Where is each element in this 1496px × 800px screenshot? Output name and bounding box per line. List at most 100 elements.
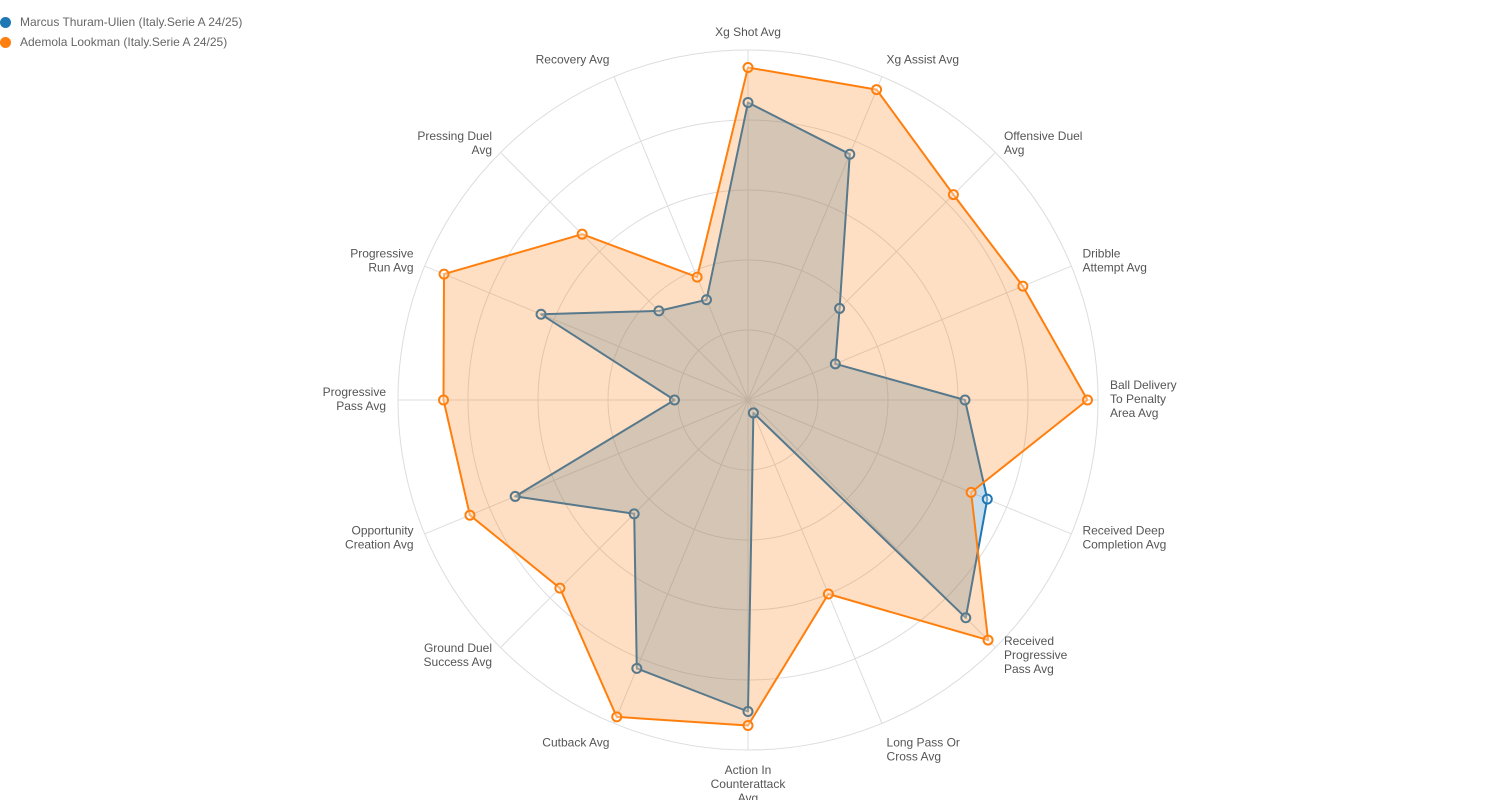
data-point[interactable]: [535, 308, 547, 320]
data-point[interactable]: [822, 588, 834, 600]
data-point[interactable]: [981, 493, 993, 505]
axis-label: Ball Delivery To Penalty Area Avg: [1110, 378, 1177, 420]
axis-spoke: [747, 76, 883, 401]
axis-label-line: Long Pass Or: [887, 735, 960, 749]
data-point[interactable]: [829, 358, 841, 370]
axis-label-line: Counterattack: [711, 777, 787, 791]
data-point[interactable]: [959, 394, 971, 406]
axis-label-line: Pass Avg: [336, 399, 386, 413]
axis-label-line: Avg: [738, 791, 758, 800]
data-point[interactable]: [669, 394, 680, 406]
axis-spoke: [747, 265, 1072, 401]
data-point[interactable]: [611, 711, 623, 723]
legend-item-series-1[interactable]: Marcus Thuram-Ulien (Italy.Serie A 24/25…: [0, 12, 242, 32]
axis-label: Recovery Avg: [536, 53, 610, 67]
axis-label: Ground Duel Success Avg: [424, 641, 492, 669]
data-point[interactable]: [554, 582, 566, 594]
data-point[interactable]: [653, 305, 665, 317]
axis-label-line: Cutback Avg: [542, 735, 609, 749]
axis-label-line: Received Deep: [1082, 524, 1164, 538]
axis-label-line: Cross Avg: [887, 749, 941, 763]
data-point[interactable]: [1082, 394, 1093, 406]
legend-item-series-2[interactable]: Ademola Lookman (Italy.Serie A 24/25): [0, 32, 242, 52]
axis-label: Progressive Pass Avg: [323, 385, 387, 413]
data-point[interactable]: [742, 706, 754, 717]
legend-marker-series-2: [0, 36, 11, 48]
data-point[interactable]: [509, 490, 521, 502]
data-point[interactable]: [576, 228, 588, 240]
axis-label-line: Recovery Avg: [536, 53, 610, 67]
axis-label-line: Progressive: [350, 247, 414, 261]
axis-spoke: [500, 152, 749, 401]
axis-label: Xg Assist Avg: [887, 53, 960, 67]
data-point[interactable]: [1017, 280, 1029, 292]
axis-label-line: Received: [1004, 634, 1054, 648]
data-point[interactable]: [834, 302, 846, 314]
axis-label-line: Dribble: [1082, 247, 1120, 261]
axis-label: Xg Shot Avg: [715, 25, 781, 39]
axis-label: Action In Counterattack Avg: [711, 763, 787, 800]
axis-spoke: [424, 399, 749, 535]
data-point[interactable]: [631, 662, 643, 674]
series-1: [509, 97, 993, 717]
legend: Marcus Thuram-Ulien (Italy.Serie A 24/25…: [0, 12, 242, 52]
data-point[interactable]: [691, 271, 703, 283]
axis-label: Received Progressive Pass Avg: [1004, 634, 1068, 676]
axis-spoke: [500, 399, 749, 648]
data-point[interactable]: [871, 84, 883, 96]
series-area: [442, 66, 1089, 727]
data-point[interactable]: [438, 268, 450, 280]
axis-spoke: [747, 152, 996, 401]
axis-label-line: Run Avg: [368, 261, 413, 275]
axis-label-line: Xg Shot Avg: [715, 25, 781, 39]
axis-label: Offensive Duel Avg: [1004, 129, 1083, 157]
axis-label-line: Opportunity: [352, 524, 414, 538]
axis-label-line: Creation Avg: [345, 538, 414, 552]
axis-label-line: Attempt Avg: [1082, 261, 1146, 275]
data-point[interactable]: [965, 486, 977, 498]
data-point[interactable]: [742, 62, 754, 73]
axis-label-line: Xg Assist Avg: [887, 53, 960, 67]
axis-label: Cutback Avg: [542, 735, 609, 749]
axis-label: Progressive Run Avg: [350, 247, 414, 275]
axis-label: Opportunity Creation Avg: [345, 524, 414, 552]
axis-label: Received Deep Completion Avg: [1082, 524, 1166, 552]
axis-label-line: Progressive: [1004, 648, 1068, 662]
axis-spoke: [424, 265, 749, 401]
series-area: [514, 101, 989, 713]
axis-label-line: Pressing Duel: [417, 129, 492, 143]
axis-label-line: Ball Delivery: [1110, 378, 1177, 392]
axis-spoke: [613, 76, 749, 401]
axis-spoke: [613, 399, 749, 724]
data-point[interactable]: [960, 612, 972, 624]
axis-label-line: Ground Duel: [424, 641, 492, 655]
axis-label-line: Avg: [472, 143, 492, 157]
data-point[interactable]: [700, 294, 712, 306]
data-point[interactable]: [628, 508, 640, 520]
axis-label-line: Avg: [1004, 143, 1024, 157]
series-2: [438, 62, 1093, 731]
axis-label-line: Progressive: [323, 385, 387, 399]
data-point[interactable]: [742, 97, 754, 108]
data-point[interactable]: [438, 394, 449, 406]
axis-label: Pressing Duel Avg: [417, 129, 492, 157]
legend-label-series-2: Ademola Lookman (Italy.Serie A 24/25): [20, 35, 228, 49]
axis-spoke: [747, 399, 883, 724]
data-point[interactable]: [947, 189, 959, 201]
legend-label-series-1: Marcus Thuram-Ulien (Italy.Serie A 24/25…: [20, 15, 243, 29]
axis-label: Dribble Attempt Avg: [1082, 247, 1146, 275]
data-point[interactable]: [982, 634, 994, 646]
axis-label-line: Area Avg: [1110, 406, 1158, 420]
axis-label-line: Completion Avg: [1082, 538, 1166, 552]
axis-label-line: Offensive Duel: [1004, 129, 1083, 143]
data-point[interactable]: [844, 148, 856, 160]
axis-label-line: Pass Avg: [1004, 662, 1054, 676]
data-point[interactable]: [742, 720, 754, 731]
axis-label-line: Action In: [725, 763, 772, 777]
data-point[interactable]: [464, 509, 476, 521]
legend-marker-series-1: [0, 16, 11, 28]
axis-label: Long Pass Or Cross Avg: [887, 735, 960, 763]
data-point[interactable]: [747, 407, 759, 419]
